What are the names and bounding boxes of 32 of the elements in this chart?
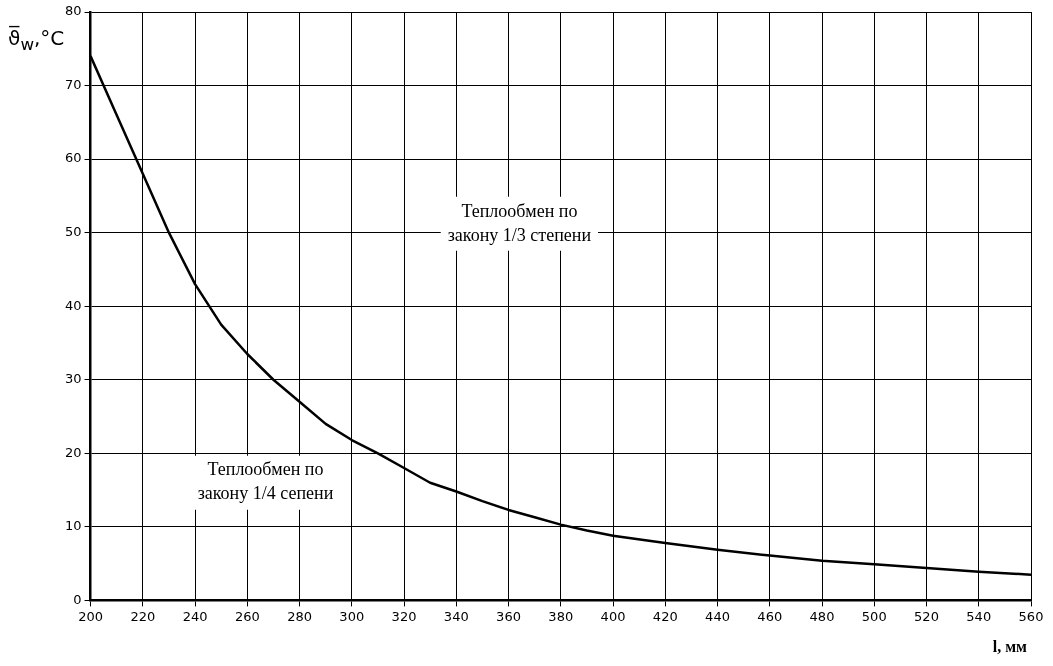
annotation: Теплообмен по закону 1/4 сепени: [197, 459, 334, 504]
x-tick-label: 540: [966, 608, 992, 624]
annotation: Теплообмен по закону 1/3 степени: [447, 200, 592, 245]
y-tick-label: 70: [65, 76, 82, 92]
x-tick-label: 200: [78, 608, 103, 624]
x-tick-label: 520: [914, 608, 939, 624]
x-tick-label: 280: [287, 608, 312, 624]
y-tick-label: 40: [65, 297, 82, 313]
x-tick-label: 340: [443, 608, 469, 624]
y-tick-label: 0: [73, 591, 82, 607]
y-tick-label: 10: [65, 518, 82, 534]
y-tick-label: 30: [65, 371, 82, 387]
x-tick-label: 300: [339, 608, 365, 624]
y-tick-label: 50: [65, 224, 82, 240]
x-axis-title: l, мм: [992, 638, 1027, 656]
x-tick-label: 380: [548, 608, 574, 624]
x-tick-label: 400: [600, 608, 626, 624]
x-tick-label: 560: [1018, 608, 1044, 624]
x-tick-label: 500: [861, 608, 887, 624]
x-tick-label: 440: [705, 608, 730, 624]
y-tick-label: 80: [65, 3, 82, 19]
y-tick-label: 60: [65, 150, 82, 166]
x-tick-label: 480: [809, 608, 835, 624]
y-tick-label: 20: [65, 444, 82, 460]
x-tick-label: 260: [234, 608, 260, 624]
x-tick-label: 460: [757, 608, 783, 624]
x-tick-label: 220: [130, 608, 156, 624]
x-tick-label: 360: [496, 608, 521, 624]
x-tick-label: 420: [652, 608, 678, 624]
x-tick-label: 240: [182, 608, 208, 624]
x-tick-label: 320: [391, 608, 417, 624]
y-axis-title: ϑ̅$_{w}$,°C: [8, 26, 65, 54]
